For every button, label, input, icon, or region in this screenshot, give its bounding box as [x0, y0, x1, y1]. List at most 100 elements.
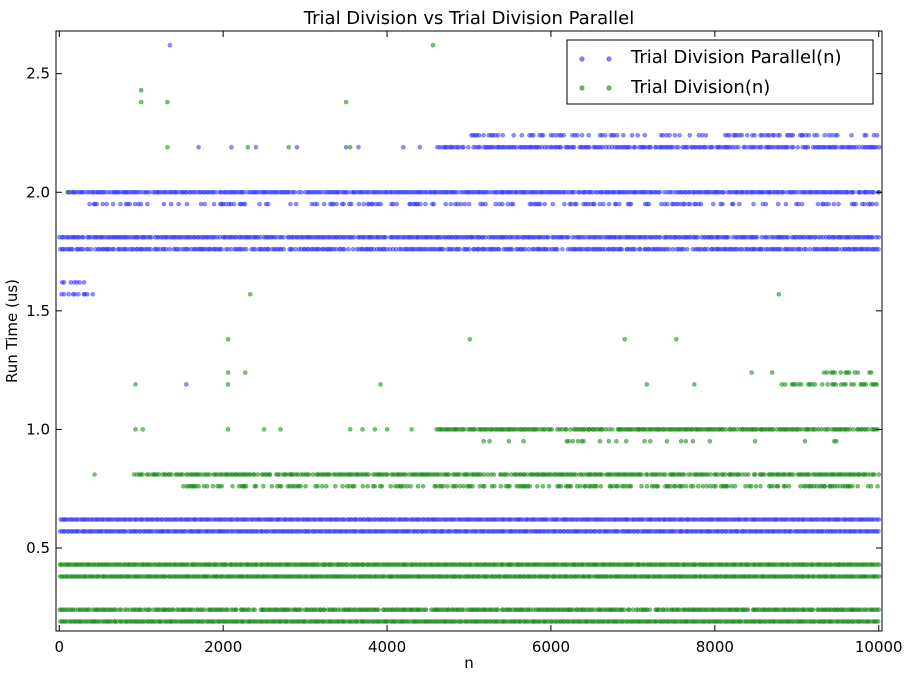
data-point: [759, 144, 764, 150]
data-point: [476, 133, 482, 138]
data-point: [495, 607, 501, 613]
data-point: [775, 201, 781, 207]
series-0: [57, 42, 882, 534]
data-point: [705, 246, 710, 252]
data-point: [87, 201, 92, 207]
data-point: [876, 246, 881, 252]
data-point: [247, 607, 252, 613]
data-point: [698, 201, 704, 207]
data-point: [70, 246, 75, 252]
data-point: [874, 133, 880, 138]
data-point: [540, 133, 546, 138]
data-point: [118, 607, 124, 613]
data-point: [519, 133, 525, 138]
data-point: [601, 201, 606, 207]
data-point: [725, 235, 731, 240]
data-point: [111, 246, 117, 252]
data-point: [602, 133, 608, 138]
data-point: [703, 133, 709, 138]
data-point: [446, 472, 452, 477]
data-point: [745, 607, 751, 613]
data-point: [754, 235, 760, 240]
data-point: [184, 201, 190, 207]
data-point: [617, 201, 622, 207]
data-point: [708, 472, 713, 477]
data-point: [465, 144, 471, 150]
data-point: [81, 280, 87, 285]
data-point: [876, 144, 882, 150]
data-point: [341, 201, 346, 207]
data-point: [207, 472, 213, 477]
data-point: [752, 133, 757, 138]
data-point: [835, 133, 840, 138]
data-point: [350, 246, 356, 252]
data-point: [805, 144, 811, 150]
data-point: [231, 201, 237, 207]
data-point: [483, 201, 488, 207]
data-point: [752, 472, 758, 477]
data-point: [565, 235, 571, 240]
data-point: [876, 235, 882, 240]
data-point: [687, 201, 693, 207]
data-point: [176, 201, 181, 207]
data-point: [684, 246, 690, 252]
data-point: [76, 291, 81, 297]
data-point: [619, 246, 625, 252]
data-point: [563, 427, 569, 432]
data-point: [266, 246, 271, 252]
data-point: [637, 246, 643, 252]
data-point: [622, 607, 627, 613]
data-point: [662, 472, 668, 477]
data-point: [100, 201, 105, 207]
data-point: [876, 562, 882, 567]
data-point: [709, 144, 715, 150]
data-point: [292, 190, 298, 195]
data-point: [632, 144, 638, 150]
data-point: [104, 201, 109, 207]
data-point: [441, 246, 446, 252]
data-point: [118, 201, 123, 207]
data-point: [110, 201, 116, 207]
data-point: [511, 133, 517, 138]
data-point: [876, 529, 881, 534]
data-point: [763, 201, 769, 207]
data-point: [383, 235, 389, 240]
data-point: [771, 133, 777, 138]
data-point: [509, 246, 515, 252]
data-point: [378, 201, 383, 207]
data-point: [253, 144, 259, 150]
data-point: [831, 201, 837, 207]
data-point: [822, 133, 828, 138]
data-point: [293, 201, 299, 207]
data-point: [736, 201, 742, 207]
data-point: [161, 201, 167, 207]
data-point: [549, 427, 555, 432]
data-point: [667, 133, 672, 138]
data-point: [790, 144, 796, 150]
data-point: [542, 201, 548, 207]
data-point: [558, 144, 564, 150]
data-point: [629, 133, 635, 138]
data-point: [244, 246, 249, 252]
data-point: [145, 201, 150, 207]
data-point: [695, 235, 700, 240]
data-point: [720, 201, 725, 207]
data-point: [384, 472, 390, 477]
data-point: [614, 133, 620, 138]
data-point: [77, 280, 82, 285]
data-point: [66, 291, 71, 297]
data-point: [281, 246, 287, 252]
data-point: [870, 235, 875, 240]
data-point: [875, 619, 881, 624]
data-point: [726, 133, 732, 138]
data-point: [461, 144, 466, 150]
data-point: [288, 201, 293, 207]
data-point: [799, 201, 805, 207]
data-point: [90, 291, 95, 297]
data-point: [306, 472, 312, 477]
data-point: [550, 201, 556, 207]
data-point: [571, 144, 577, 150]
data-point: [628, 201, 634, 207]
data-point: [870, 201, 875, 207]
data-point: [356, 201, 362, 207]
